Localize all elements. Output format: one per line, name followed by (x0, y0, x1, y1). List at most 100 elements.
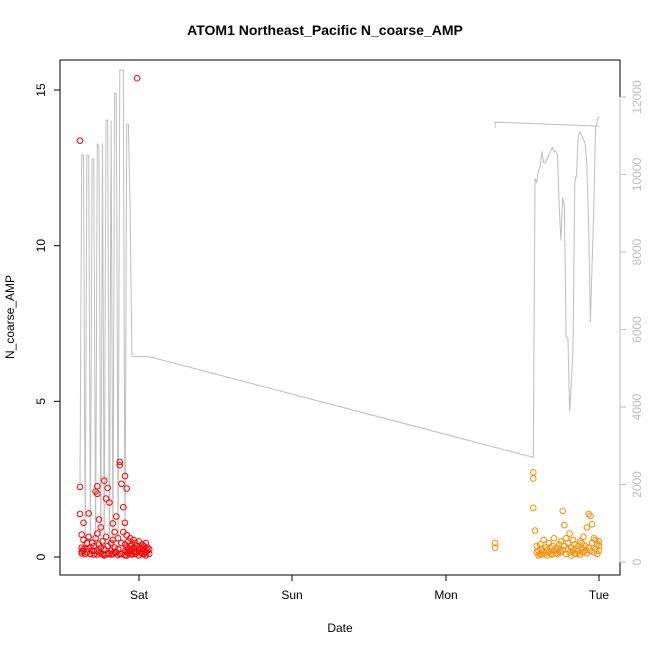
data-point (114, 535, 122, 542)
series-line (494, 121, 600, 128)
data-point (491, 539, 499, 547)
data-point (145, 550, 153, 558)
data-point (113, 513, 120, 520)
data-point (540, 536, 547, 544)
data-point (121, 472, 129, 480)
data-point (94, 530, 101, 537)
data-point (550, 535, 558, 542)
data-point (530, 475, 537, 482)
data-point (583, 524, 591, 531)
data-point (126, 535, 134, 542)
data-point (142, 552, 149, 559)
x-tick-label: Tue (589, 588, 610, 602)
data-point (530, 504, 537, 512)
data-point (530, 469, 537, 476)
data-point (106, 499, 113, 506)
y-axis-right: 0 2000 4000 6000 8000 10000 12000 (619, 80, 644, 565)
data-point (95, 516, 103, 523)
y-axis-label: N_coarse_AMP (3, 275, 17, 359)
y-tick-label: 15 (34, 83, 48, 97)
data-point (120, 503, 127, 511)
y2-tick-label: 4000 (630, 393, 644, 420)
data-point (94, 490, 101, 498)
data-point (128, 551, 136, 558)
data-point (99, 538, 106, 545)
data-point (107, 551, 115, 558)
data-point (561, 521, 568, 529)
data-point (100, 552, 108, 559)
data-point (133, 74, 141, 82)
y2-tick-label: 2000 (630, 471, 644, 498)
y-tick-label: 0 (34, 553, 48, 560)
data-point (97, 550, 105, 557)
x-axis: Sat Sun Mon Tue (130, 574, 610, 602)
data-point (545, 539, 553, 547)
data-point (116, 461, 124, 469)
data-point (491, 544, 499, 552)
data-point (94, 551, 101, 558)
data-point (580, 533, 587, 541)
y2-tick-label: 8000 (630, 238, 644, 265)
data-point (118, 539, 125, 547)
y-tick-label: 10 (34, 239, 48, 253)
data-point (104, 484, 111, 492)
y2-tick-label: 0 (630, 558, 644, 565)
data-point (554, 544, 561, 552)
plot-frame (59, 59, 621, 576)
data-point (102, 495, 110, 502)
y-axis-left: 0 5 10 15 (34, 83, 61, 560)
data-point (80, 519, 87, 527)
y-tick-label: 5 (34, 398, 48, 405)
data-point (576, 538, 584, 545)
data-marks (76, 69, 603, 559)
data-point (85, 510, 92, 517)
data-point (590, 535, 598, 542)
data-point (132, 549, 139, 556)
data-point (588, 521, 596, 528)
data-point (145, 545, 153, 553)
data-point (595, 542, 603, 550)
x-tick-label: Sat (130, 588, 149, 602)
data-point (102, 533, 110, 541)
series-line (79, 69, 600, 557)
y2-tick-label: 6000 (630, 316, 644, 343)
data-point (76, 510, 84, 518)
y2-tick-label: 12000 (630, 80, 644, 114)
data-point (580, 549, 587, 556)
data-point (76, 137, 84, 144)
data-point (564, 539, 572, 547)
chart-title: ATOM1 Northeast_Pacific N_coarse_AMP (187, 22, 463, 38)
data-point (85, 533, 92, 541)
data-point (118, 550, 125, 558)
data-point (595, 547, 603, 555)
data-point (97, 524, 105, 531)
data-point (121, 552, 129, 559)
data-point (123, 485, 130, 492)
data-point (595, 538, 603, 545)
data-point (581, 542, 589, 550)
data-point (121, 519, 129, 527)
data-point (543, 546, 551, 554)
x-axis-label: Date (327, 621, 353, 635)
data-point (78, 531, 85, 538)
data-point (531, 527, 539, 534)
data-point (111, 549, 118, 556)
data-point (116, 458, 124, 466)
data-point (587, 512, 594, 520)
data-point (576, 551, 584, 558)
data-point (104, 550, 111, 558)
data-point (559, 507, 567, 515)
data-point (87, 550, 94, 558)
data-point (557, 538, 565, 545)
data-point (585, 510, 592, 518)
y2-tick-label: 10000 (630, 157, 644, 191)
data-point (100, 477, 108, 485)
data-point (111, 528, 118, 536)
data-point (109, 520, 117, 527)
data-point (76, 483, 84, 491)
data-point (118, 480, 125, 488)
data-point (535, 552, 542, 559)
x-tick-label: Mon (434, 588, 457, 602)
data-point (125, 550, 132, 557)
